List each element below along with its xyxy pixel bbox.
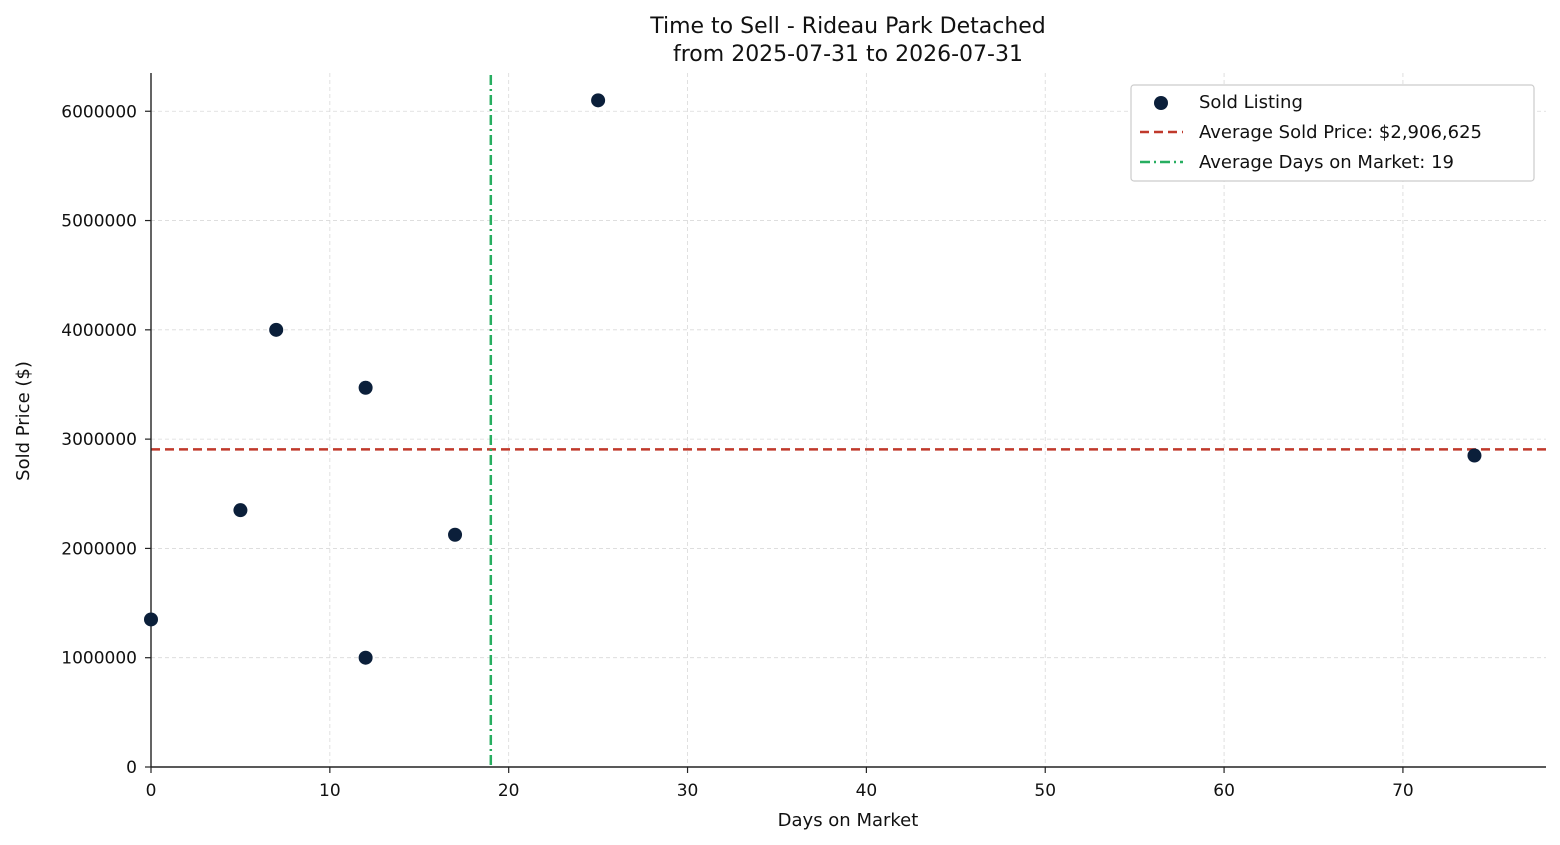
legend-label-average-days: Average Days on Market: 19 (1199, 152, 1454, 173)
data-point (233, 503, 248, 518)
x-tick-label: 50 (1034, 781, 1056, 801)
data-point (1467, 448, 1482, 463)
y-axis-label: Sold Price ($) (13, 361, 34, 481)
data-point (269, 322, 284, 337)
data-points (144, 93, 1482, 665)
chart-title: Time to Sell - Rideau Park Detached (649, 14, 1046, 39)
x-tick-label: 20 (498, 781, 520, 801)
data-point (591, 93, 606, 108)
legend-box (1130, 84, 1535, 182)
y-tick-label: 5000000 (61, 212, 137, 232)
y-tick-label: 1000000 (61, 649, 137, 669)
y-tick-label: 0 (126, 758, 137, 778)
legend-marker-sold-listing (1154, 96, 1168, 110)
axes (145, 73, 1546, 773)
x-tick-label: 60 (1213, 781, 1235, 801)
data-point (144, 612, 158, 627)
x-tick-label: 70 (1392, 781, 1414, 801)
x-axis-label: Days on Market (778, 810, 919, 831)
x-tick-label: 40 (856, 781, 878, 801)
x-tick-label: 30 (677, 781, 699, 801)
chart-subtitle: from 2025-07-31 to 2026-07-31 (673, 42, 1023, 67)
y-tick-label: 2000000 (61, 539, 137, 559)
legend-label-sold-listing: Sold Listing (1199, 92, 1303, 113)
reference-lines (151, 75, 1546, 767)
data-point (448, 527, 463, 542)
legend: Sold Listing Average Sold Price: $2,906,… (1130, 84, 1535, 182)
data-point (358, 380, 373, 395)
tick-labels: 0 10 20 30 40 50 60 70 0 1000000 2000000 3000000 400… (61, 102, 1413, 801)
y-tick-label: 6000000 (61, 102, 137, 122)
x-tick-label: 0 (146, 781, 157, 801)
y-tick-label: 4000000 (61, 321, 137, 341)
x-tick-label: 10 (319, 781, 341, 801)
data-point (358, 650, 373, 665)
y-tick-label: 3000000 (61, 430, 137, 450)
legend-label-average-price: Average Sold Price: $2,906,625 (1199, 122, 1482, 143)
